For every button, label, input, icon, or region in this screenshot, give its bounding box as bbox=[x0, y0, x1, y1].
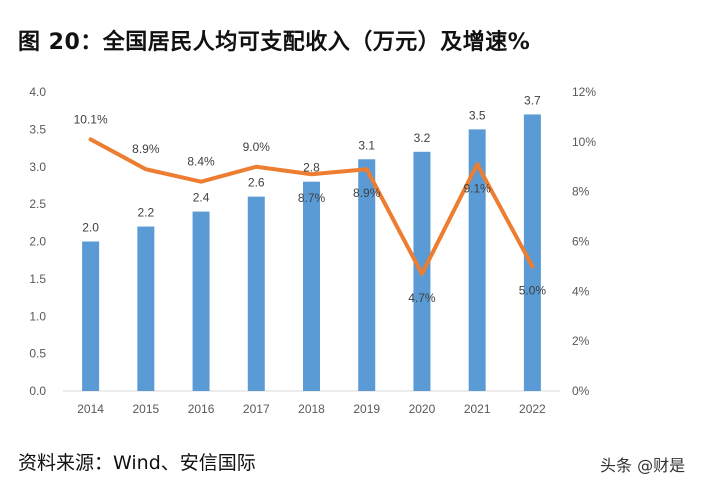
x-tick-label: 2018 bbox=[298, 402, 325, 416]
x-tick-label: 2022 bbox=[519, 402, 546, 416]
line-data-label: 4.7% bbox=[408, 291, 436, 305]
line-data-label: 8.4% bbox=[187, 155, 215, 169]
y-left-tick-label: 1.0 bbox=[29, 309, 46, 323]
income-bar bbox=[303, 181, 320, 391]
income-bar bbox=[468, 129, 486, 391]
x-tick-label: 2021 bbox=[464, 402, 491, 416]
bar-data-label: 3.5 bbox=[469, 108, 486, 122]
x-tick-label: 2016 bbox=[188, 402, 215, 416]
bar-data-label: 2.2 bbox=[137, 206, 154, 220]
line-series bbox=[88, 137, 535, 276]
line-data-label: 8.7% bbox=[298, 191, 326, 205]
x-tick-label: 2020 bbox=[409, 402, 436, 416]
y-left-tick-label: 3.5 bbox=[29, 122, 46, 136]
bar-series bbox=[82, 114, 541, 392]
bar-data-label: 2.8 bbox=[303, 161, 320, 175]
income-bar bbox=[358, 159, 376, 391]
x-tick-label: 2014 bbox=[77, 402, 104, 416]
y-left-tick-label: 2.0 bbox=[29, 235, 46, 249]
data-labels: 2.0 2.2 2.4 2.6 2.8 3.1 3.2 3.5 3.7 10.1% 8.9% 8.4%… bbox=[74, 93, 547, 304]
y-left-tick-label: 0.0 bbox=[29, 384, 46, 398]
y-right-tick-label: 4% bbox=[572, 284, 590, 298]
y-right-tick-label: 6% bbox=[572, 235, 590, 249]
y-right-tick-label: 0% bbox=[572, 384, 590, 398]
y-left-tick-label: 0.5 bbox=[29, 347, 46, 361]
y-right-tick-label: 8% bbox=[572, 185, 590, 199]
x-tick-label: 2017 bbox=[243, 402, 270, 416]
y-left-tick-label: 4.0 bbox=[29, 85, 46, 99]
income-bar bbox=[523, 114, 541, 392]
bar-data-label: 3.7 bbox=[524, 93, 541, 107]
income-bar bbox=[247, 196, 265, 391]
line-data-label: 5.0% bbox=[519, 283, 547, 297]
y-left-tick-label: 2.5 bbox=[29, 197, 46, 211]
y-right-tick-label: 2% bbox=[572, 334, 590, 348]
line-data-label: 9.1% bbox=[463, 181, 491, 195]
bar-data-label: 3.2 bbox=[414, 131, 431, 145]
chart-axes: 0.0 0.5 1.0 1.5 2.0 2.5 3.0 3.5 4.0 0% 2% 4% 6% 8% 10%… bbox=[29, 85, 596, 416]
income-bar bbox=[192, 211, 210, 391]
bar-data-label: 3.1 bbox=[358, 138, 375, 152]
line-data-label: 10.1% bbox=[74, 112, 108, 126]
bar-data-label: 2.6 bbox=[248, 176, 265, 190]
chart-title: 图 20：全国居民人均可支配收入（万元）及增速% bbox=[18, 30, 531, 55]
y-left-tick-label: 1.5 bbox=[29, 272, 46, 286]
bar-data-label: 2.4 bbox=[193, 191, 210, 205]
income-bar bbox=[137, 226, 155, 391]
income-bar bbox=[82, 241, 100, 391]
line-data-label: 8.9% bbox=[353, 186, 381, 200]
line-data-label: 8.9% bbox=[132, 142, 160, 156]
line-data-label: 9.0% bbox=[243, 140, 271, 154]
y-right-tick-label: 10% bbox=[572, 135, 596, 149]
source-note: 资料来源：Wind、安信国际 bbox=[18, 452, 256, 474]
x-tick-label: 2019 bbox=[353, 402, 380, 416]
watermark: 头条 @财是 bbox=[600, 456, 686, 475]
growth-line bbox=[88, 137, 535, 276]
x-tick-label: 2015 bbox=[132, 402, 159, 416]
bar-data-label: 2.0 bbox=[82, 221, 99, 235]
y-right-tick-label: 12% bbox=[572, 85, 596, 99]
y-left-tick-label: 3.0 bbox=[29, 160, 46, 174]
